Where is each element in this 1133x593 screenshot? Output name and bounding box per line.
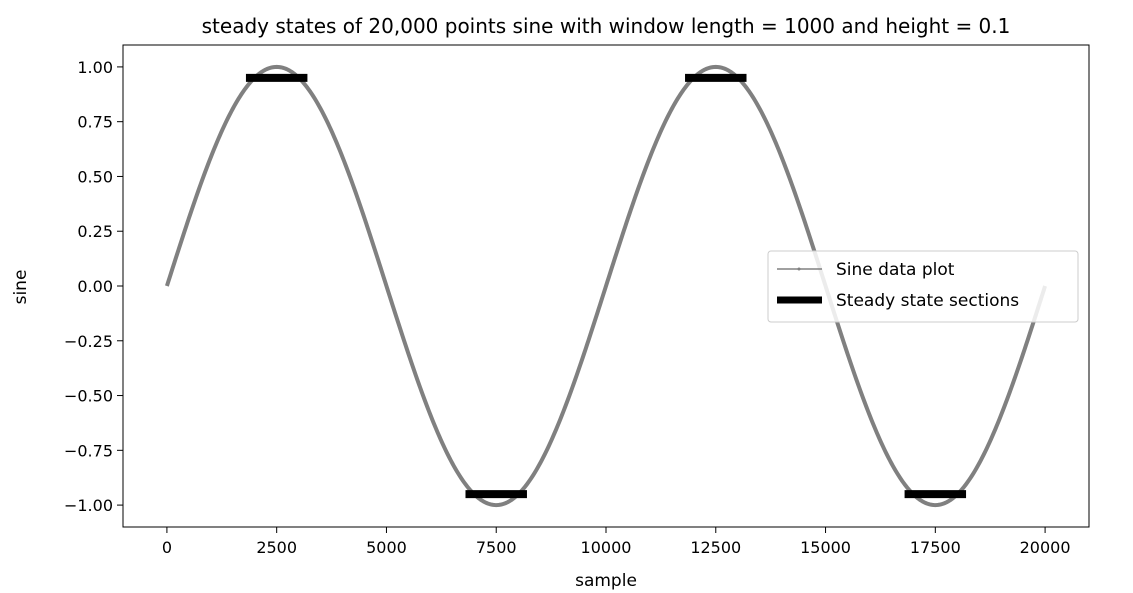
legend-marker-sine <box>797 267 801 271</box>
y-tick-label: −1.00 <box>64 496 113 515</box>
y-axis-ticks: 1.00 0.75 0.50 0.25 0.00 −0.25 −0.50 −0.75 −1.00 <box>64 58 123 515</box>
y-tick-label: −0.50 <box>64 387 113 406</box>
x-tick-label: 20000 <box>1020 538 1071 557</box>
x-tick-label: 0 <box>162 538 172 557</box>
y-tick-label: 1.00 <box>77 58 113 77</box>
sine-series-line <box>165 64 1047 508</box>
y-tick-label: −0.25 <box>64 332 113 351</box>
y-axis-label: sine <box>11 270 31 305</box>
x-axis-label: sample <box>575 571 637 591</box>
x-axis-ticks: 0 2500 5000 7500 10000 12500 15000 17500 20000 <box>162 527 1071 557</box>
y-tick-label: 0.75 <box>77 113 113 132</box>
legend-label-sine: Sine data plot <box>836 260 955 280</box>
x-tick-label: 12500 <box>690 538 741 557</box>
legend-box <box>767 250 1079 323</box>
chart-title: steady states of 20,000 points sine with… <box>202 14 1011 38</box>
y-tick-label: 0.00 <box>77 277 113 296</box>
y-tick-label: 0.25 <box>77 222 113 241</box>
x-tick-label: 17500 <box>910 538 961 557</box>
x-tick-label: 10000 <box>581 538 632 557</box>
legend: Sine data plot Steady state sections <box>767 250 1079 323</box>
legend-label-steady: Steady state sections <box>836 291 1019 311</box>
x-tick-label: 5000 <box>366 538 407 557</box>
x-tick-label: 7500 <box>476 538 517 557</box>
x-tick-label: 2500 <box>256 538 297 557</box>
y-tick-label: −0.75 <box>64 441 113 460</box>
x-tick-label: 15000 <box>800 538 851 557</box>
y-tick-label: 0.50 <box>77 167 113 186</box>
plot-layer <box>165 64 1047 508</box>
